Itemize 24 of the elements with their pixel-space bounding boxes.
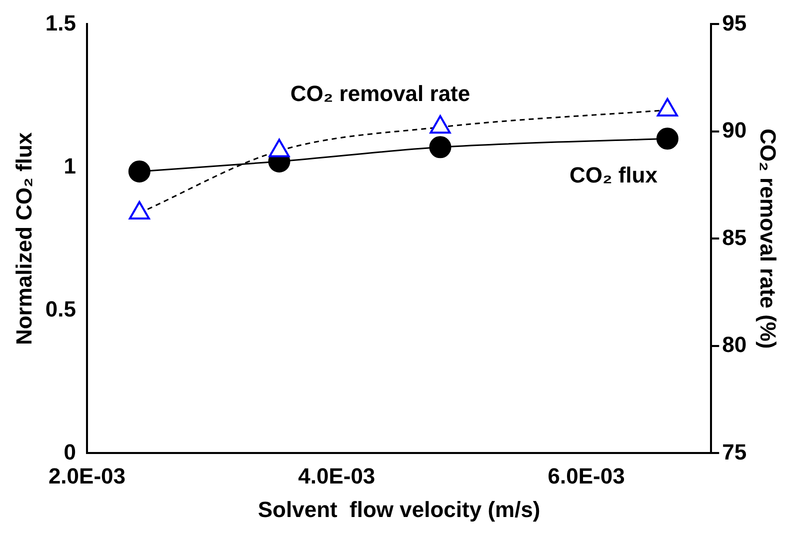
y-axis-title: Normalized CO₂ flux xyxy=(11,132,36,346)
series-label: CO₂ flux xyxy=(569,162,658,188)
point xyxy=(430,115,451,134)
y-tick-label: 0.5 xyxy=(45,296,76,322)
y2-tick-label: 95 xyxy=(722,10,747,36)
series-label: CO₂ removal rate xyxy=(290,81,470,106)
point xyxy=(128,160,150,182)
y-tick-label: 1 xyxy=(64,153,76,178)
y2-tick-label: 90 xyxy=(722,118,747,143)
x-tick-label: 6.0E-03 xyxy=(548,463,625,488)
x-tick-label: 4.0E-03 xyxy=(298,463,376,488)
y2-axis-title: CO₂ removal rate (%) xyxy=(756,128,781,349)
point xyxy=(128,200,150,220)
y-tick-label: 0 xyxy=(64,439,76,464)
y2-tick-label: 80 xyxy=(722,332,747,358)
y2-tick-label: 75 xyxy=(722,439,747,464)
y2-tick-label: 85 xyxy=(722,224,747,250)
x-axis-title: Solvent flow velocity (m/s) xyxy=(258,496,540,522)
point xyxy=(656,98,678,116)
point xyxy=(268,138,290,158)
y-tick-label: 1.5 xyxy=(45,10,76,36)
x-tick-label: 2.0E-03 xyxy=(48,463,126,488)
point xyxy=(429,136,452,158)
point xyxy=(656,128,678,150)
